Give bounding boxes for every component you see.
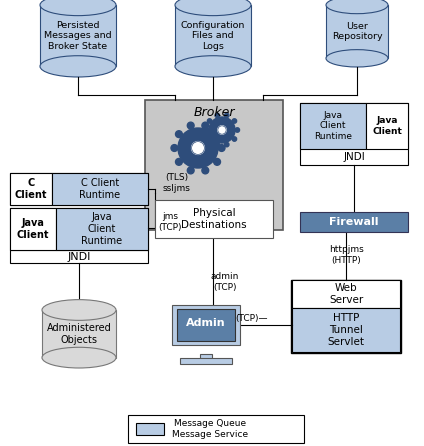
Text: Administered
Objects: Administered Objects	[47, 323, 112, 345]
Ellipse shape	[326, 0, 388, 14]
Ellipse shape	[42, 300, 116, 320]
Circle shape	[214, 131, 220, 137]
Text: Configuration
Files and
Logs: Configuration Files and Logs	[181, 21, 245, 50]
FancyBboxPatch shape	[40, 5, 116, 66]
Text: (TCP)—: (TCP)—	[236, 314, 268, 322]
FancyBboxPatch shape	[326, 5, 388, 58]
Circle shape	[207, 119, 212, 123]
FancyBboxPatch shape	[155, 200, 273, 238]
Circle shape	[204, 128, 209, 132]
FancyBboxPatch shape	[300, 103, 366, 149]
FancyBboxPatch shape	[128, 415, 304, 443]
FancyBboxPatch shape	[10, 208, 56, 250]
Text: Java
Client: Java Client	[372, 116, 402, 136]
FancyBboxPatch shape	[180, 359, 232, 364]
Text: Java
Client
Runtime: Java Client Runtime	[314, 111, 352, 141]
Circle shape	[215, 142, 220, 147]
Text: Message Queue
Message Service: Message Queue Message Service	[172, 419, 248, 439]
FancyBboxPatch shape	[136, 423, 164, 435]
Circle shape	[178, 128, 218, 168]
FancyBboxPatch shape	[10, 250, 148, 263]
FancyBboxPatch shape	[172, 306, 240, 345]
Text: jms
(TCP): jms (TCP)	[158, 212, 181, 232]
Circle shape	[192, 141, 204, 154]
Text: C
Client: C Client	[15, 178, 47, 200]
FancyBboxPatch shape	[56, 208, 148, 250]
FancyBboxPatch shape	[200, 354, 212, 360]
Ellipse shape	[40, 56, 116, 77]
FancyBboxPatch shape	[10, 208, 148, 250]
FancyBboxPatch shape	[10, 173, 148, 205]
Text: Java
Client: Java Client	[17, 218, 49, 240]
Circle shape	[202, 122, 209, 129]
FancyBboxPatch shape	[42, 310, 116, 358]
FancyBboxPatch shape	[177, 310, 235, 341]
Circle shape	[171, 145, 178, 151]
FancyBboxPatch shape	[292, 280, 400, 308]
FancyBboxPatch shape	[145, 100, 283, 230]
Text: Admin: Admin	[186, 318, 226, 328]
FancyBboxPatch shape	[175, 5, 251, 66]
Circle shape	[218, 126, 226, 134]
Circle shape	[218, 145, 225, 151]
Text: C Client
Runtime: C Client Runtime	[79, 178, 120, 200]
Circle shape	[176, 131, 182, 137]
Circle shape	[225, 113, 229, 118]
Text: httpjms
(HTTP): httpjms (HTTP)	[329, 245, 363, 264]
Ellipse shape	[175, 56, 251, 77]
Text: Firewall: Firewall	[329, 217, 379, 227]
FancyBboxPatch shape	[300, 103, 408, 165]
Ellipse shape	[326, 50, 388, 67]
Text: JNDI: JNDI	[67, 252, 91, 261]
Ellipse shape	[175, 0, 251, 16]
FancyBboxPatch shape	[292, 308, 400, 352]
FancyBboxPatch shape	[366, 103, 408, 149]
Circle shape	[209, 117, 235, 143]
Text: Physical
Destinations: Physical Destinations	[181, 208, 247, 230]
Text: Java
Client
Runtime: Java Client Runtime	[81, 212, 123, 246]
Circle shape	[214, 158, 220, 165]
Text: Persisted
Messages and
Broker State: Persisted Messages and Broker State	[44, 21, 112, 50]
Text: admin
(TCP): admin (TCP)	[211, 273, 239, 292]
Circle shape	[225, 142, 229, 147]
FancyBboxPatch shape	[300, 212, 408, 232]
Circle shape	[207, 137, 212, 141]
FancyBboxPatch shape	[52, 173, 148, 205]
Circle shape	[202, 167, 209, 174]
Circle shape	[187, 167, 194, 174]
Circle shape	[232, 119, 237, 123]
Text: (TLS)
ssljms: (TLS) ssljms	[163, 173, 191, 193]
Text: Web
Server: Web Server	[329, 283, 363, 305]
FancyBboxPatch shape	[10, 173, 52, 205]
Text: User
Repository: User Repository	[332, 22, 382, 41]
Text: Broker: Broker	[193, 106, 235, 119]
Ellipse shape	[40, 0, 116, 16]
Ellipse shape	[42, 347, 116, 368]
Circle shape	[176, 158, 182, 165]
Text: JNDI: JNDI	[343, 152, 365, 162]
Circle shape	[215, 113, 220, 118]
Text: HTTP
Tunnel
Servlet: HTTP Tunnel Servlet	[327, 314, 365, 347]
Circle shape	[232, 137, 237, 141]
Circle shape	[187, 122, 194, 129]
Circle shape	[235, 128, 240, 132]
